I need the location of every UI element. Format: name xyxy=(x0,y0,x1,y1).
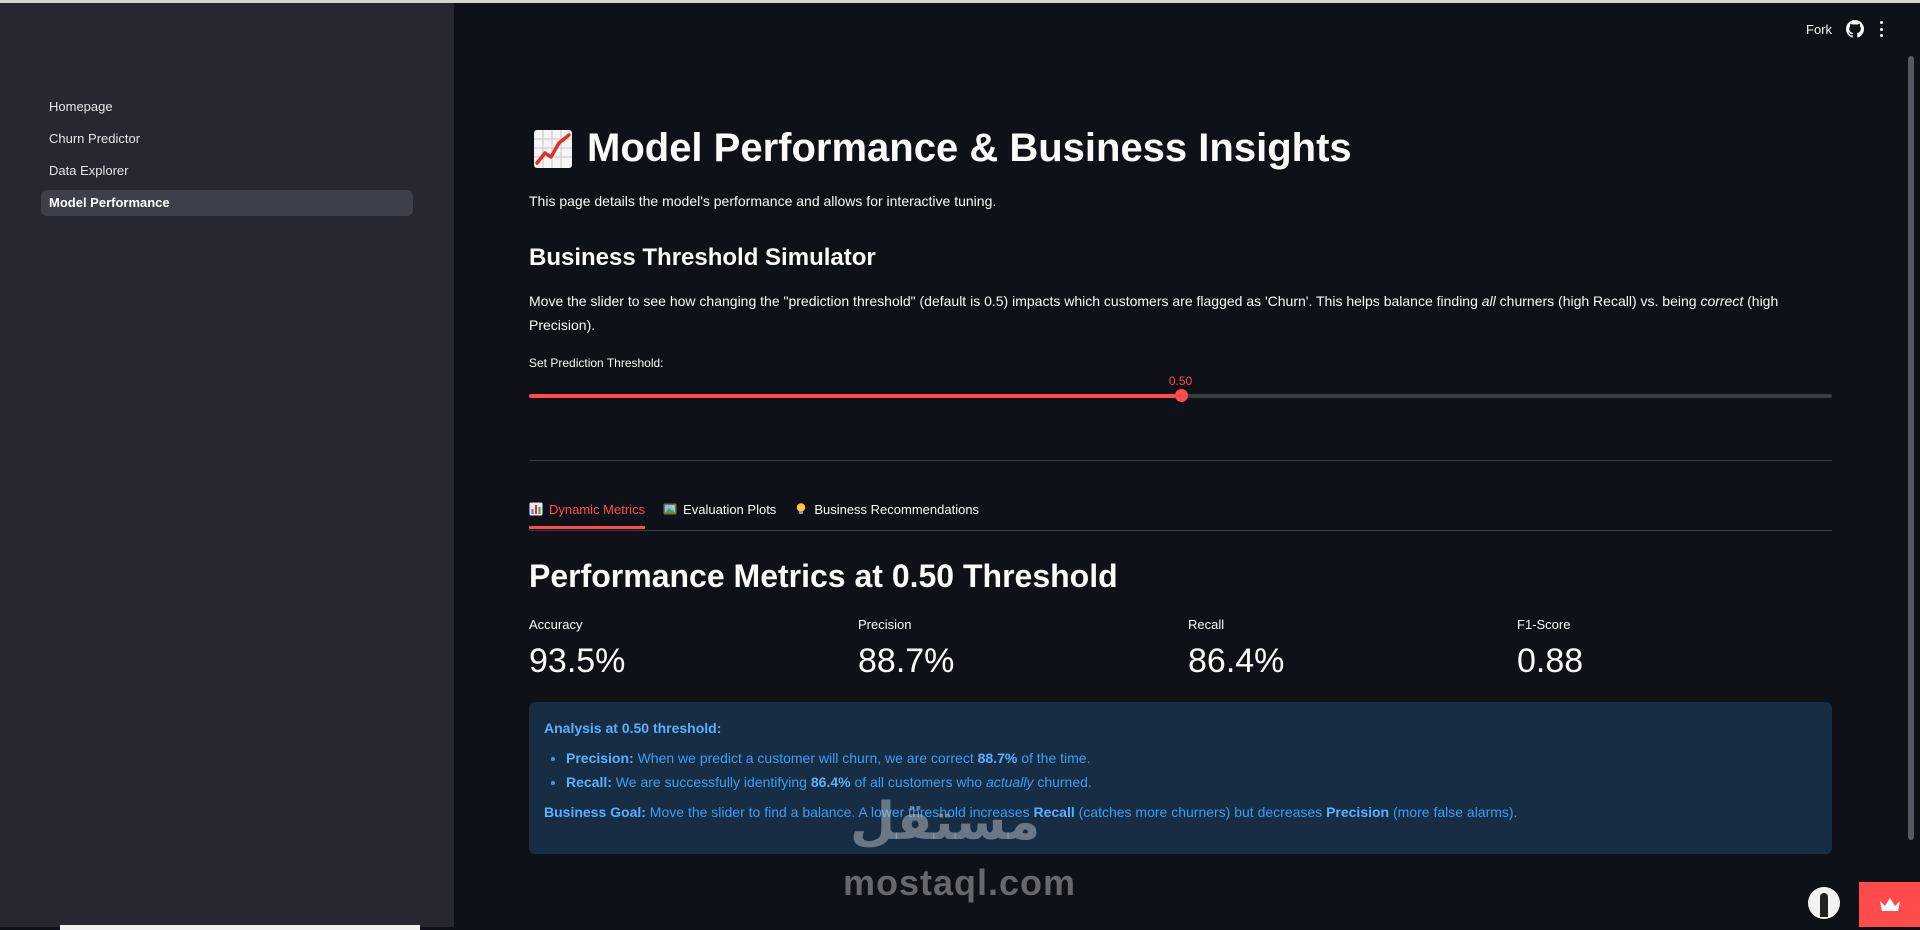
metric-precision: Precision 88.7% xyxy=(858,617,954,681)
metric-label: Precision xyxy=(858,617,912,632)
tab-label: Dynamic Metrics xyxy=(549,502,646,517)
watermark-arabic: مستقل xyxy=(850,793,1041,851)
streamlit-badge-button[interactable] xyxy=(1859,882,1920,927)
lightbulb-icon xyxy=(797,503,806,514)
analysis-recall-item: Recall: We are successfully identifying … xyxy=(566,774,1817,790)
tab-evaluation-plots[interactable]: Evaluation Plots xyxy=(663,494,776,529)
divider xyxy=(529,460,1832,461)
metric-label: F1-Score xyxy=(1517,617,1571,632)
crown-icon xyxy=(1879,897,1900,911)
sidebar: Homepage Churn Predictor Data Explorer M… xyxy=(0,3,454,930)
chart-increasing-icon xyxy=(534,129,572,168)
page-title-text: Model Performance & Business Insights xyxy=(587,126,1352,170)
header-toolbar: Fork xyxy=(1806,20,1884,38)
slider-fill xyxy=(529,394,1181,398)
tab-label: Evaluation Plots xyxy=(683,502,777,517)
kebab-menu-icon[interactable] xyxy=(1878,21,1884,37)
bar-chart-icon xyxy=(529,502,543,516)
analysis-list: Precision: When we predict a customer wi… xyxy=(544,750,1817,790)
avatar[interactable] xyxy=(1808,887,1840,919)
watermark-latin: mostaql.com xyxy=(843,862,1077,903)
analysis-precision-item: Precision: When we predict a customer wi… xyxy=(566,750,1817,766)
fork-button[interactable]: Fork xyxy=(1806,21,1832,37)
simulator-heading: Business Threshold Simulator xyxy=(529,244,876,271)
top-border xyxy=(0,0,1920,3)
analysis-business-goal: Business Goal: Move the slider to find a… xyxy=(544,804,1518,820)
metric-f1-score: F1-Score 0.88 xyxy=(1517,617,1583,681)
sidebar-item-data-explorer[interactable]: Data Explorer xyxy=(49,163,129,178)
metric-label: Recall xyxy=(1188,617,1225,632)
tab-label: Business Recommendations xyxy=(814,502,980,517)
analysis-title: Analysis at 0.50 threshold: xyxy=(544,720,722,736)
github-icon[interactable] xyxy=(1846,20,1864,38)
metric-value: 86.4% xyxy=(1188,642,1285,680)
metric-value: 88.7% xyxy=(858,642,955,680)
tab-dynamic-metrics[interactable]: Dynamic Metrics xyxy=(529,494,646,529)
page-scrollbar[interactable] xyxy=(1908,56,1914,840)
picture-icon xyxy=(663,503,677,515)
page-description: This page details the model's performanc… xyxy=(529,193,997,209)
metric-value: 93.5% xyxy=(529,642,626,680)
slider-label: Set Prediction Threshold: xyxy=(529,356,664,370)
sidebar-item-homepage[interactable]: Homepage xyxy=(49,99,113,114)
sidebar-scrollbar[interactable] xyxy=(60,925,420,930)
tab-bar: Dynamic Metrics Evaluation Plots Busines… xyxy=(529,494,1832,531)
tab-business-recommendations[interactable]: Business Recommendations xyxy=(794,494,979,529)
metric-value: 0.88 xyxy=(1517,642,1584,680)
sidebar-item-model-performance[interactable]: Model Performance xyxy=(41,190,413,216)
slider-thumb[interactable] xyxy=(1174,389,1188,402)
metrics-heading: Performance Metrics at 0.50 Threshold xyxy=(529,558,1118,594)
metric-recall: Recall 86.4% xyxy=(1188,617,1284,681)
metric-label: Accuracy xyxy=(529,617,583,632)
threshold-slider[interactable]: 0.50 xyxy=(529,374,1832,410)
sidebar-item-churn-predictor[interactable]: Churn Predictor xyxy=(49,131,141,146)
page-title: Model Performance & Business Insights xyxy=(533,126,1352,171)
sidebar-nav: Homepage Churn Predictor Data Explorer M… xyxy=(41,94,413,222)
slider-value-label: 0.50 xyxy=(1168,374,1193,388)
analysis-info-box: Analysis at 0.50 threshold: Precision: W… xyxy=(529,702,1832,854)
metric-accuracy: Accuracy 93.5% xyxy=(529,617,625,681)
simulator-description: Move the slider to see how changing the … xyxy=(529,293,1779,333)
